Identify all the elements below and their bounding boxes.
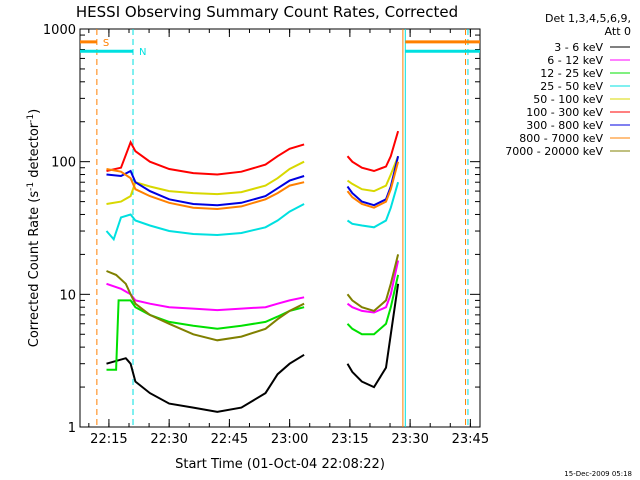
y-tick-label: 1000 — [43, 23, 76, 38]
series-line-7000_20000keV — [106, 270, 305, 342]
legend-label: 3 - 6 keV — [554, 41, 603, 54]
legend-header-line2: Att 0 — [605, 25, 631, 38]
series-line-300_800keV — [106, 169, 305, 207]
chart-title: HESSI Observing Summary Count Rates, Cor… — [76, 3, 458, 21]
x-tick-label: 22:30 — [150, 432, 187, 447]
x-tick-label: 22:15 — [90, 432, 127, 447]
series-line-25_50keV — [105, 203, 305, 242]
legend-label: 25 - 50 keV — [540, 80, 603, 93]
date-stamp: 15-Dec-2009 05:18 — [564, 470, 632, 478]
series-line-50_100keV — [346, 155, 400, 193]
series-lines — [105, 130, 400, 413]
legend-label: 6 - 12 keV — [547, 54, 603, 67]
legend-label: 12 - 25 keV — [540, 67, 603, 80]
series-line-12_25keV — [346, 274, 400, 336]
series-line-100_300keV — [346, 130, 400, 173]
legend-label: 300 - 800 keV — [526, 119, 603, 132]
attenuator-vertical-lines — [96, 29, 469, 427]
y-tick-label: 100 — [51, 156, 76, 171]
attenuator-marker-label: N — [139, 47, 146, 58]
series-line-3_6keV — [346, 283, 400, 389]
legend-label: 7000 - 20000 keV — [505, 145, 603, 158]
series-line-3_6keV — [106, 353, 305, 413]
series-line-800_7000keV — [106, 168, 305, 211]
axis-ticks: 22:15 22:30 22:45 23:00 23:15 23:30 23:45 1 10 10… — [43, 23, 489, 447]
attenuator-state-bars — [80, 40, 480, 53]
x-tick-label: 23:00 — [271, 432, 308, 447]
legend-header-line1: Det 1,3,4,5,6,9, — [545, 12, 631, 25]
series-line-25_50keV — [346, 181, 400, 229]
x-tick-label: 23:30 — [391, 432, 428, 447]
series-line-100_300keV — [106, 139, 305, 176]
y-axis-label: Corrected Count Rate (s-1 detector-1) — [26, 109, 42, 347]
plot-frame — [79, 28, 481, 428]
x-tick-label: 22:45 — [211, 432, 248, 447]
attenuator-markers: SN — [103, 38, 147, 58]
x-axis-label: Start Time (01-Oct-04 22:08:22) — [175, 457, 385, 472]
legend-label: 50 - 100 keV — [533, 93, 603, 106]
y-tick-label: 10 — [59, 288, 76, 303]
series-line-800_7000keV — [346, 161, 400, 209]
series-line-6_12keV — [346, 260, 400, 314]
y-tick-label: 1 — [68, 421, 76, 436]
legend-label: 800 - 7000 keV — [519, 132, 603, 145]
x-tick-label: 23:15 — [331, 432, 368, 447]
series-line-7000_20000keV — [346, 254, 400, 313]
series-line-6_12keV — [106, 282, 305, 312]
x-tick-label: 23:45 — [452, 432, 489, 447]
legend-label: 100 - 300 keV — [526, 106, 603, 119]
attenuator-marker-label: S — [103, 38, 109, 49]
series-line-50_100keV — [106, 160, 305, 205]
series-line-12_25keV — [106, 299, 305, 371]
